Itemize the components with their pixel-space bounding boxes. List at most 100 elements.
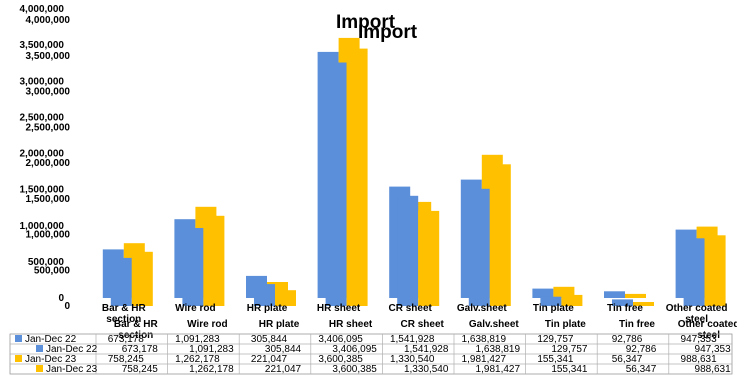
bars-front-layer [110,48,726,306]
table-cell: 1,091,283 [175,334,220,345]
legend-key [15,335,22,342]
legend-key [36,365,43,372]
table-cell: 3,600,385 [318,354,363,365]
bar-jan-dec-23 [561,294,583,306]
category-label: Wire rod [187,319,227,330]
y-tick-label: 2,000,000 [26,158,71,169]
table-cell: 988,631 [681,354,718,365]
y-tick-label-back: 500,000 [28,257,65,268]
category-label: Tin plate [545,319,586,330]
y-tick-label-back: 3,000,000 [20,76,65,87]
bar-jan-dec-23-back [625,293,646,298]
table-cell: 758,245 [122,364,159,375]
table-cell: 1,981,427 [462,354,507,365]
category-label-back: Bar & HR section [102,303,147,325]
y-tick-label-back: 1,000,000 [20,221,65,232]
bar-jan-dec-22 [254,284,275,306]
table-cell: 56,347 [626,364,657,375]
table-cell: 3,406,095 [318,334,363,345]
category-labels: Bar & HR section Wire rod HR plate HR sheet C… [102,303,737,341]
category-label: Bar & HR section [114,319,159,341]
y-tick-label-back: 1,500,000 [20,185,65,196]
legend-key [36,345,43,352]
category-label-back: Galv.sheet [457,303,508,314]
table-cell: 129,757 [537,334,574,345]
table-row-jan-dec-23-back: Jan-Dec 23 758,245 1,262,178 221,047 3,600,3… [15,354,717,365]
table-cell: 1,638,819 [476,344,521,355]
bar-jan-dec-23 [131,251,153,306]
y-axis: 0 500,000 1,000,000 1,500,000 2,000,000 2,500… [20,4,71,312]
bar-jan-dec-22 [683,238,705,306]
y-tick-label: 3,000,000 [26,87,71,98]
bar-jan-dec-23 [704,235,726,306]
legend-key [15,355,22,362]
series-name: Jan-Dec 23 [25,354,77,365]
table-row-jan-dec-22-back: Jan-Dec 22 673,178 1,091,283 305,844 3,406,0… [15,334,717,345]
bar-jan-dec-22 [110,257,132,306]
table-cell: 92,786 [626,344,657,355]
table-cell: 221,047 [265,364,302,375]
table-cell: 1,262,178 [175,354,220,365]
bar-jan-dec-23 [346,48,368,306]
y-tick-label: 0 [64,301,70,312]
category-label-back: Tin free [607,303,643,314]
table-cell: 56,347 [612,354,643,365]
bar-jan-dec-22 [540,296,562,306]
table-cell: 305,844 [251,334,288,345]
bar-jan-dec-22 [612,299,633,306]
category-label-back: HR plate [247,303,288,314]
table-row-jan-dec-23: Jan-Dec 23 758,245 1,262,178 221,047 3,600,3… [36,364,731,375]
table-row-jan-dec-22: Jan-Dec 22 673,178 1,091,283 305,844 3,406,0… [36,344,731,355]
category-label: HR sheet [329,319,373,330]
category-label-back: Tin plate [533,303,574,314]
bar-jan-dec-22 [182,228,204,306]
bar-jan-dec-23 [275,290,296,306]
table-cell: 1,262,178 [189,364,234,375]
table-cell: 1,638,819 [462,334,507,345]
bar-jan-dec-22 [468,188,490,306]
y-tick-label: 3,500,000 [26,51,71,62]
bar-jan-dec-23-back [553,286,575,298]
category-label: Other coated steel [678,319,737,341]
table-cell: 1,541,928 [390,334,435,345]
table-cell: 673,178 [122,344,159,355]
table-cell: 1,330,540 [390,354,435,365]
table-cell: 92,786 [612,334,643,345]
bar-jan-dec-22-back [532,288,554,298]
chart-title: Import [336,12,396,33]
category-label-back: CR sheet [389,303,433,314]
category-label-back: Wire rod [175,303,215,314]
table-cell: 129,757 [551,344,588,355]
table-cell: 988,631 [695,364,732,375]
y-tick-label-back: 0 [58,293,64,304]
y-tick-label: 1,000,000 [26,230,71,241]
category-label: HR plate [259,319,300,330]
y-tick-label-back: 3,500,000 [20,40,65,51]
table-cell: 3,600,385 [332,364,377,375]
y-tick-label-back: 2,000,000 [20,149,65,160]
bar-jan-dec-23 [203,215,225,306]
bar-jan-dec-22-back [604,291,625,298]
table-cell: 221,047 [251,354,288,365]
y-tick-label: 1,500,000 [26,194,71,205]
y-tick-label-back: 4,000,000 [20,4,65,15]
category-label: CR sheet [401,319,445,330]
series-name: Jan-Dec 22 [46,344,98,355]
table-cell: 155,341 [551,364,588,375]
y-tick-label: 500,000 [34,265,71,276]
category-label: Galv.sheet [469,319,520,330]
table-cell: 1,541,928 [404,344,449,355]
y-tick-label-back: 2,500,000 [20,112,65,123]
category-label-back: HR sheet [317,303,361,314]
table-cell: 1,091,283 [189,344,234,355]
y-tick-label: 4,000,000 [26,15,71,26]
category-label-back: Other coated steel [666,303,728,325]
bar-jan-dec-22 [325,62,347,306]
bar-jan-dec-23 [489,164,511,306]
bar-jan-dec-23 [633,302,654,306]
y-tick-label: 2,500,000 [26,122,71,133]
category-label: Tin free [619,319,655,330]
series-name: Jan-Dec 22 [25,334,77,345]
table-cell: 673,178 [108,334,145,345]
